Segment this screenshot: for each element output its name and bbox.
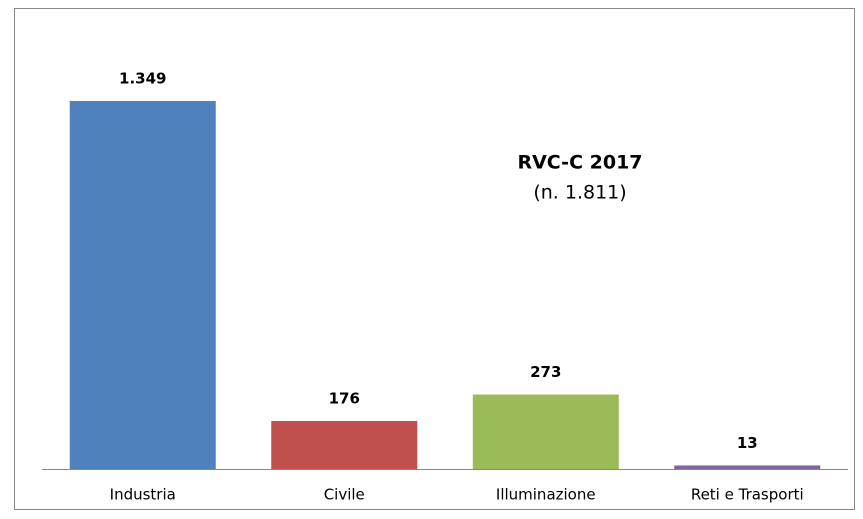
bar bbox=[69, 101, 216, 469]
data-label: 1.349 bbox=[119, 70, 166, 88]
chart-title: RVC-C 2017 bbox=[517, 152, 642, 174]
bar bbox=[271, 420, 418, 469]
x-tick-label: Illuminazione bbox=[496, 486, 596, 504]
data-label: 176 bbox=[329, 389, 360, 407]
bar bbox=[674, 465, 821, 469]
x-tick-label: Reti e Trasporti bbox=[691, 486, 804, 504]
data-label: 273 bbox=[530, 363, 561, 381]
chart-subtitle: (n. 1.811) bbox=[533, 182, 626, 204]
data-label: 13 bbox=[737, 434, 758, 452]
x-tick-label: Industria bbox=[110, 486, 176, 504]
x-tick-label: Civile bbox=[324, 486, 365, 504]
bar bbox=[472, 394, 619, 469]
